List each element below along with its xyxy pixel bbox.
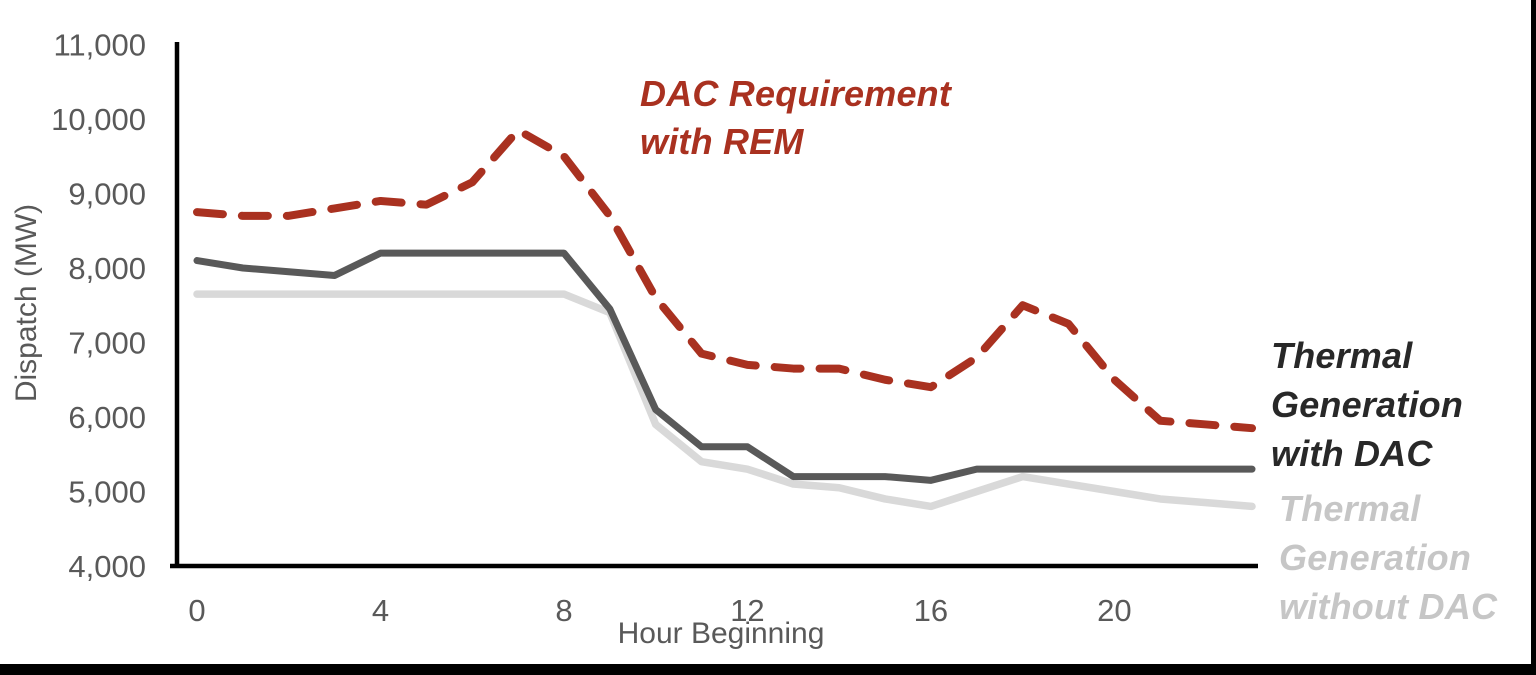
y-tick-label: 5,000 [68, 475, 146, 510]
x-tick-label: 20 [1097, 593, 1131, 628]
x-tick-label: 16 [914, 593, 948, 628]
x-tick-label: 8 [555, 593, 572, 628]
series-dac-requirement-with-rem [193, 126, 1257, 433]
annotation-thermal-generation-without-dac: Thermal Generation without DAC [1279, 488, 1498, 627]
y-tick-label: 11,000 [53, 28, 146, 63]
y-tick-label: 6,000 [68, 400, 146, 435]
series-thermal-generation-with-dac [193, 249, 1256, 484]
right-border-line [1531, 0, 1536, 675]
y-tick-label: 4,000 [68, 549, 146, 584]
x-tick-label: 0 [188, 593, 205, 628]
y-tick-label: 9,000 [68, 177, 146, 212]
y-tick-label: 10,000 [51, 102, 146, 137]
x-tick-label: 12 [730, 593, 764, 628]
x-tick-label: 4 [372, 593, 389, 628]
y-tick-label: 7,000 [68, 326, 146, 361]
series-thermal-generation-without-dac [193, 290, 1256, 511]
annotation-thermal-generation-with-dac: Thermal Generation with DAC [1271, 335, 1464, 474]
y-axis-title: Dispatch (MW) [10, 203, 43, 403]
y-tick-label: 8,000 [68, 251, 146, 286]
annotation-dac-requirement-with-rem: DAC Requirement with REM [640, 73, 952, 162]
bottom-border-bar [0, 664, 1536, 675]
x-axis-title: Hour Beginning [617, 617, 825, 650]
